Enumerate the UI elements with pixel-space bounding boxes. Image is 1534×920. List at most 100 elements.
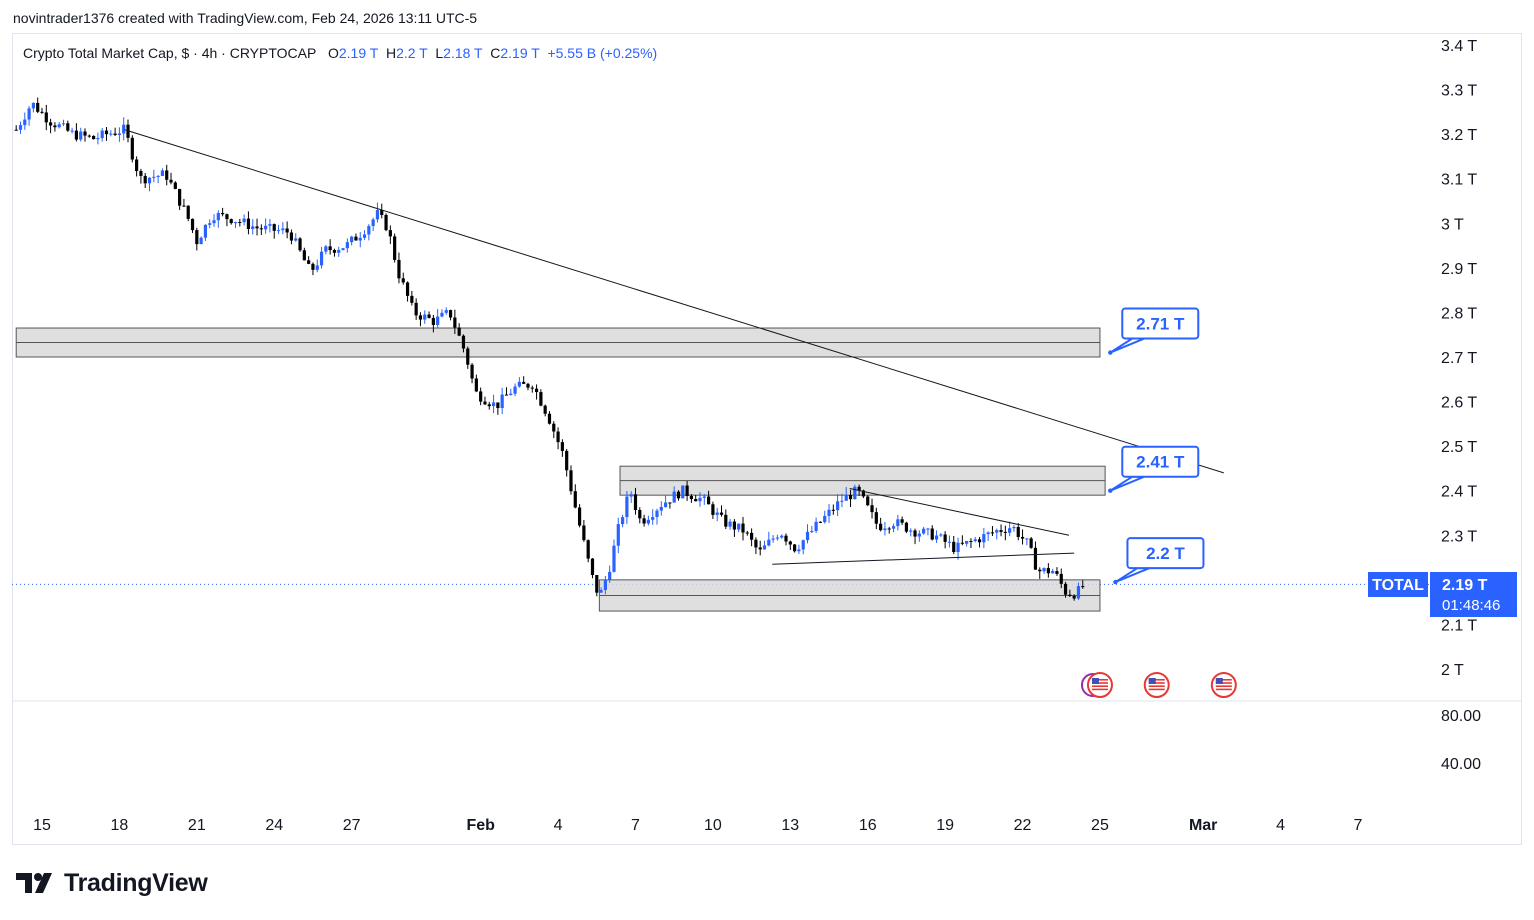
candle <box>74 123 79 142</box>
us-flag-event-icon[interactable] <box>1210 672 1237 698</box>
candle-body <box>1076 586 1081 599</box>
price-callout[interactable]: 2.2 T <box>1113 537 1205 585</box>
trendline-1[interactable] <box>124 129 1224 474</box>
candle <box>302 247 306 261</box>
candle-body <box>668 502 672 504</box>
price-callout[interactable]: 2.41 T <box>1108 445 1200 493</box>
flag-canton-icon <box>1148 678 1156 684</box>
candle-body <box>431 317 435 325</box>
candle <box>509 388 513 396</box>
candle-body <box>362 234 367 238</box>
candle-body <box>178 188 182 206</box>
candle <box>276 224 281 234</box>
candle <box>788 540 792 551</box>
trendlines-layer <box>124 129 1224 565</box>
flag-stripe-icon <box>1148 688 1165 691</box>
candle-body <box>427 314 431 318</box>
symbol-badge-label: TOTAL <box>1372 577 1424 594</box>
candle-body <box>612 545 616 572</box>
legend-open-value: 2.19 T <box>338 45 379 61</box>
candle <box>620 514 625 528</box>
candle-body <box>737 523 741 530</box>
candle-body <box>255 226 259 229</box>
candle-body <box>848 494 853 500</box>
candle-body <box>767 539 771 546</box>
x-tick-label: 19 <box>936 817 954 834</box>
x-tick-label: 4 <box>1276 817 1285 834</box>
flag-stripe-icon <box>1148 685 1165 687</box>
us-flag-event-icon[interactable] <box>1080 672 1113 698</box>
price-badge-bg <box>1430 572 1517 617</box>
candle <box>633 487 638 515</box>
us-flag-event-icon[interactable] <box>1143 672 1170 698</box>
candle <box>569 465 573 495</box>
candle-body <box>354 236 358 241</box>
candle <box>939 533 943 538</box>
candle-body <box>999 530 1003 532</box>
candle <box>827 504 831 523</box>
candle <box>625 491 629 525</box>
candle-body <box>879 523 883 531</box>
price-callout[interactable]: 2.71 T <box>1108 307 1200 355</box>
flag-stripe-icon <box>1215 685 1232 687</box>
candle-body <box>466 348 470 365</box>
candle <box>986 531 990 541</box>
candle-body <box>285 228 289 233</box>
candle-body <box>702 496 706 498</box>
candle <box>418 312 423 327</box>
candle-body <box>844 494 848 501</box>
candle-body <box>913 530 917 537</box>
candle-body <box>560 442 564 451</box>
candle-body <box>642 518 646 524</box>
candle <box>595 575 599 597</box>
legend-symbol[interactable]: Crypto Total Market Cap, $ · 4h · CRYPTO… <box>23 45 317 61</box>
candle <box>18 121 23 134</box>
flag-canton-icon <box>1091 678 1099 684</box>
flag-stripe-icon <box>1091 688 1108 691</box>
candle-body <box>590 558 595 576</box>
candle <box>354 233 358 241</box>
candle-body <box>676 491 681 499</box>
candle <box>844 487 848 501</box>
candle-body <box>397 259 401 279</box>
candle <box>251 219 255 235</box>
candle <box>272 223 276 239</box>
candle-body <box>109 133 113 135</box>
candle <box>135 156 139 177</box>
price-badge-value: 2.19 T <box>1442 577 1488 594</box>
candle-body <box>887 528 891 530</box>
candle <box>448 309 453 321</box>
tradingview-wordmark: TradingView <box>64 868 208 897</box>
candle-body <box>328 246 332 251</box>
time-axis[interactable]: 15 18 21 24 27 Feb 4 7 10 13 16 19 22 25 Mar 4 7 <box>33 817 1362 834</box>
x-tick-label: 22 <box>1014 817 1032 834</box>
candle-body <box>165 170 169 180</box>
candle-body <box>130 137 134 160</box>
candle <box>896 514 900 531</box>
candle <box>586 539 590 563</box>
candle <box>440 309 444 318</box>
candle-body <box>909 530 913 532</box>
candle <box>186 205 190 222</box>
candle-body <box>857 486 861 491</box>
x-tick-label: 27 <box>343 817 361 834</box>
candle <box>814 517 818 533</box>
tradingview-logo[interactable]: TradingView <box>16 868 208 898</box>
trendline-3[interactable] <box>772 552 1075 565</box>
candle-body <box>870 505 874 513</box>
candle-body <box>31 102 35 109</box>
price-axis[interactable]: 3.4 T 3.3 T 3.2 T 3.1 T 3 T 2.9 T 2.8 T 2.7 T 2.… <box>1441 38 1477 679</box>
candle-body <box>444 310 448 313</box>
trendline-2[interactable] <box>849 487 1070 536</box>
candle <box>466 346 470 369</box>
candle-body <box>754 539 758 548</box>
candle <box>324 244 328 255</box>
candle-body <box>229 219 233 224</box>
event-ring-icon <box>1143 672 1170 698</box>
candle-body <box>552 423 556 432</box>
candle-body <box>160 170 165 176</box>
candle <box>758 540 762 556</box>
candle <box>990 526 995 536</box>
candle-body <box>122 124 126 134</box>
